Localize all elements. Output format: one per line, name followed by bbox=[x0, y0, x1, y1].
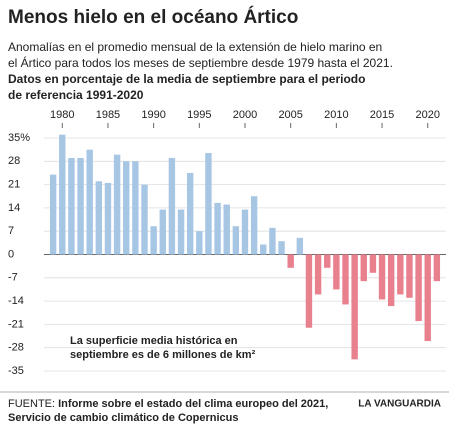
bar bbox=[86, 149, 93, 255]
annotation: septiembre es de 6 millones de km² bbox=[70, 349, 256, 361]
y-tick-label: 21 bbox=[8, 179, 20, 191]
chart-title: Menos hielo en el océano Ártico bbox=[8, 6, 298, 28]
bar bbox=[351, 254, 358, 360]
x-tick-label: 2000 bbox=[233, 109, 257, 121]
bar bbox=[49, 174, 57, 255]
bar bbox=[387, 254, 395, 307]
subtitle: Datos en porcentaje de la media de septi… bbox=[8, 72, 365, 86]
x-tick-label: 1990 bbox=[141, 109, 165, 121]
y-tick-label: 28 bbox=[8, 155, 20, 167]
source: FUENTE: Informe sobre el estado del clim… bbox=[8, 398, 328, 410]
bar bbox=[287, 254, 294, 268]
bar bbox=[260, 244, 267, 255]
bar bbox=[141, 184, 148, 255]
bar bbox=[177, 209, 185, 255]
y-tick-label: -35 bbox=[8, 365, 24, 377]
x-tick-label: 1985 bbox=[96, 109, 120, 121]
bar bbox=[324, 254, 331, 268]
bar bbox=[314, 254, 322, 295]
bar bbox=[250, 196, 258, 255]
y-tick-label: 0 bbox=[8, 248, 14, 260]
bar bbox=[113, 154, 121, 255]
bar bbox=[406, 254, 413, 298]
bar bbox=[150, 226, 157, 255]
bar bbox=[186, 172, 194, 255]
bar bbox=[278, 241, 285, 255]
x-tick-label: 2005 bbox=[278, 109, 302, 121]
subtitle: de referencia 1991-2020 bbox=[8, 88, 144, 102]
bar bbox=[369, 254, 377, 273]
bar bbox=[397, 254, 404, 295]
bar bbox=[95, 181, 103, 255]
brand: LA VANGUARDIA bbox=[358, 399, 441, 410]
y-tick-label: 35% bbox=[8, 132, 30, 144]
bar bbox=[360, 254, 367, 282]
bar bbox=[232, 226, 240, 255]
source-text: Servicio de cambio climático de Copernic… bbox=[8, 412, 238, 424]
bar bbox=[123, 161, 130, 255]
y-tick-label: -7 bbox=[8, 272, 18, 284]
subtitle: el Ártico para todos los meses de septie… bbox=[8, 55, 393, 70]
source-text: Informe sobre el estado del clima europe… bbox=[58, 398, 328, 410]
y-tick-label: -21 bbox=[8, 318, 24, 330]
bar bbox=[333, 254, 340, 290]
bar bbox=[214, 202, 221, 255]
bar bbox=[296, 237, 304, 255]
x-tick-label: 2010 bbox=[324, 109, 348, 121]
y-tick-label: -28 bbox=[8, 342, 24, 354]
bar bbox=[168, 157, 176, 255]
x-tick-label: 1995 bbox=[187, 109, 211, 121]
bar bbox=[378, 254, 386, 300]
source-label: FUENTE: bbox=[8, 398, 55, 410]
subtitle: Anomalías en el promedio mensual de la e… bbox=[8, 40, 382, 54]
bar bbox=[223, 204, 230, 255]
x-tick-label: 1980 bbox=[50, 109, 74, 121]
annotation: La superficie media histórica en bbox=[70, 335, 238, 347]
x-tick-label: 2020 bbox=[415, 109, 439, 121]
bar bbox=[196, 231, 203, 255]
bar bbox=[59, 134, 66, 255]
bar bbox=[68, 157, 75, 255]
y-tick-label: 7 bbox=[8, 225, 14, 237]
bar bbox=[77, 157, 84, 255]
bar bbox=[132, 161, 139, 255]
bar bbox=[424, 254, 431, 342]
y-tick-label: 14 bbox=[8, 202, 20, 214]
bar bbox=[205, 152, 212, 255]
bar bbox=[241, 209, 249, 255]
y-tick-label: -14 bbox=[8, 295, 24, 307]
x-tick-label: 2015 bbox=[370, 109, 394, 121]
bar bbox=[269, 227, 276, 255]
bar bbox=[104, 182, 112, 255]
bar bbox=[415, 254, 422, 322]
bar bbox=[433, 254, 441, 282]
bar bbox=[342, 254, 349, 305]
bar bbox=[159, 209, 166, 255]
bar bbox=[305, 254, 313, 328]
